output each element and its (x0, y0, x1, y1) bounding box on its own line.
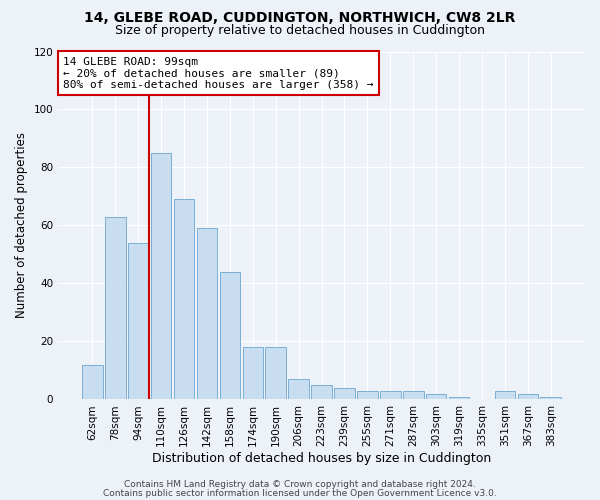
Bar (220, 272, 240, 400)
Bar (494, 391, 515, 400)
Bar (426, 394, 446, 400)
Bar (380, 391, 401, 400)
Bar (334, 388, 355, 400)
Bar (151, 153, 172, 400)
Bar (311, 385, 332, 400)
Bar (357, 391, 378, 400)
Bar (242, 348, 263, 400)
Text: Contains HM Land Registry data © Crown copyright and database right 2024.: Contains HM Land Registry data © Crown c… (124, 480, 476, 489)
Bar (174, 200, 194, 400)
Bar (449, 396, 469, 400)
Bar (197, 228, 217, 400)
Bar (82, 364, 103, 400)
Y-axis label: Number of detached properties: Number of detached properties (15, 132, 28, 318)
Bar (105, 217, 125, 400)
Bar (265, 348, 286, 400)
Text: Contains public sector information licensed under the Open Government Licence v3: Contains public sector information licen… (103, 488, 497, 498)
Text: Size of property relative to detached houses in Cuddington: Size of property relative to detached ho… (115, 24, 485, 37)
X-axis label: Distribution of detached houses by size in Cuddington: Distribution of detached houses by size … (152, 452, 491, 465)
Bar (128, 243, 149, 400)
Bar (289, 379, 309, 400)
Text: 14 GLEBE ROAD: 99sqm
← 20% of detached houses are smaller (89)
80% of semi-detac: 14 GLEBE ROAD: 99sqm ← 20% of detached h… (64, 56, 374, 90)
Text: 14, GLEBE ROAD, CUDDINGTON, NORTHWICH, CW8 2LR: 14, GLEBE ROAD, CUDDINGTON, NORTHWICH, C… (85, 11, 515, 25)
Bar (518, 394, 538, 400)
Bar (541, 396, 561, 400)
Bar (403, 391, 424, 400)
